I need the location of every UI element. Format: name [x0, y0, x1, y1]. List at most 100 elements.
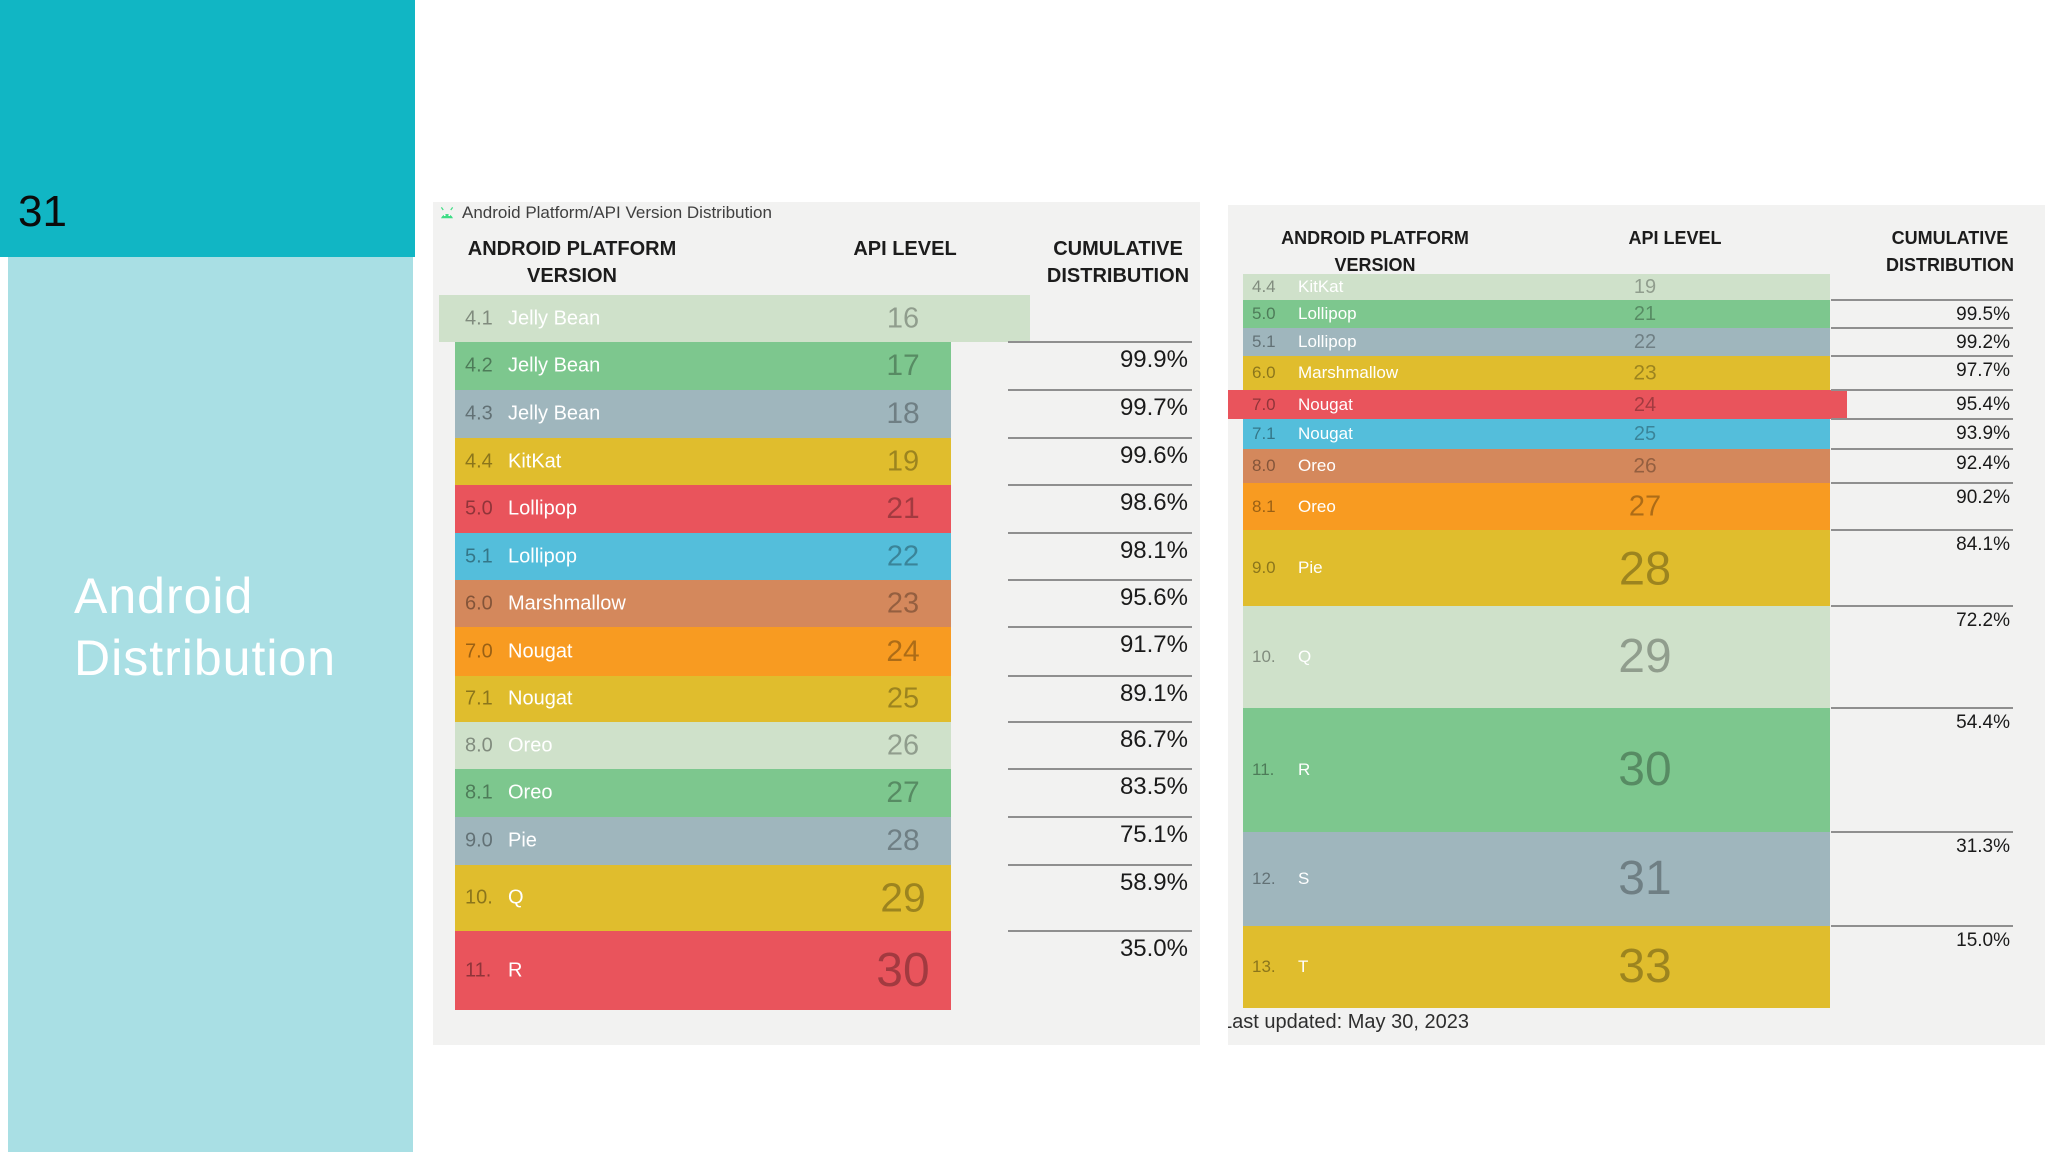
cumulative-divider — [1831, 831, 2013, 833]
right-distribution-table: ANDROID PLATFORM VERSION API LEVEL CUMUL… — [1228, 205, 2045, 1045]
table-row: 5.1 Lollipop 22 — [1243, 328, 1830, 356]
slide-title: Android Distribution — [74, 565, 336, 689]
api-level-value: 27 — [1628, 490, 1662, 522]
cumulative-divider — [1831, 605, 2013, 607]
version-number: 6.0 — [465, 592, 493, 614]
cumulative-divider — [1831, 925, 2013, 927]
version-number: 13. — [1252, 957, 1276, 976]
cumulative-distribution-value: 54.4% — [1956, 712, 2010, 733]
version-number: 9.0 — [1252, 558, 1276, 577]
table-row: 5.0 Lollipop 21 — [455, 485, 951, 533]
cumulative-divider — [1831, 529, 2013, 531]
table-row: 4.4 KitKat 19 — [455, 438, 951, 485]
api-level-value: 30 — [876, 943, 930, 997]
version-number: 5.0 — [1252, 304, 1276, 323]
column-header-api-level: API LEVEL — [853, 238, 957, 260]
cumulative-distribution-value: 95.6% — [1119, 584, 1188, 611]
version-number: 4.2 — [465, 354, 493, 377]
cumulative-divider — [1831, 448, 2013, 450]
api-level-value: 27 — [886, 776, 920, 809]
cumulative-distribution-value: 86.7% — [1119, 726, 1188, 753]
cumulative-divider — [1008, 816, 1192, 818]
cumulative-divider — [1008, 675, 1192, 677]
cumulative-divider — [1831, 327, 2013, 329]
version-number: 6.0 — [1252, 363, 1276, 382]
cumulative-divider — [1008, 532, 1192, 534]
api-level-value: 16 — [886, 302, 920, 334]
table-row: 8.1 Oreo 27 — [455, 769, 951, 817]
cumulative-divider — [1831, 355, 2013, 357]
cumulative-distribution-value: 58.9% — [1119, 869, 1188, 896]
cumulative-distribution-value: 99.6% — [1119, 442, 1188, 469]
version-number: 5.1 — [1252, 332, 1276, 351]
version-number: 4.1 — [465, 307, 493, 329]
api-level-value: 31 — [1618, 852, 1672, 905]
version-number: 10. — [1252, 647, 1276, 666]
version-name: R — [1298, 760, 1311, 779]
version-name: Nougat — [508, 687, 573, 710]
version-name: Q — [508, 886, 524, 909]
table-row: 10. Q 29 — [455, 865, 951, 931]
version-name: Pie — [508, 829, 537, 852]
version-number: 7.0 — [1252, 394, 1276, 414]
version-name: T — [1298, 957, 1309, 976]
version-number: 5.1 — [465, 545, 493, 567]
api-level-value: 26 — [1633, 454, 1657, 478]
api-level-value: 22 — [1633, 331, 1657, 353]
cumulative-distribution-value: 93.9% — [1956, 423, 2010, 444]
cumulative-divider — [1008, 484, 1192, 486]
cumulative-distribution-value: 84.1% — [1956, 534, 2010, 555]
version-number: 9.0 — [465, 829, 493, 852]
version-name: Marshmallow — [1298, 363, 1399, 382]
version-name: Lollipop — [1298, 332, 1357, 351]
api-level-value: 29 — [880, 874, 926, 921]
cumulative-divider — [1008, 930, 1192, 932]
table-row: 9.0 Pie 28 — [455, 817, 951, 865]
version-number: 8.0 — [1252, 456, 1276, 475]
column-header-api-level: API LEVEL — [1628, 228, 1722, 248]
sidebar-accent-block: 31 — [0, 0, 415, 257]
version-number: 4.3 — [465, 402, 493, 425]
version-number: 4.4 — [1252, 277, 1276, 296]
api-level-value: 24 — [886, 634, 920, 668]
table-row: 7.0 Nougat 24 — [455, 627, 951, 676]
cumulative-distribution-value: 99.5% — [1956, 304, 2010, 325]
cumulative-divider — [1008, 437, 1192, 439]
version-name: Lollipop — [508, 545, 577, 567]
left-distribution-table: Android Platform/API Version Distributio… — [433, 202, 1200, 1045]
cumulative-divider — [1008, 579, 1192, 581]
table-row: 11. R 30 — [455, 931, 951, 1010]
version-number: 12. — [1252, 869, 1276, 888]
slide-title-line2: Distribution — [74, 630, 337, 686]
version-name: Q — [1298, 647, 1312, 666]
api-level-value: 29 — [1618, 630, 1672, 683]
version-name: Jelly Bean — [508, 354, 601, 377]
cumulative-distribution-value: 31.3% — [1956, 836, 2010, 857]
table-row: 4.3 Jelly Bean 18 — [455, 390, 951, 438]
version-name: KitKat — [508, 450, 562, 472]
cumulative-distribution-value: 90.2% — [1956, 487, 2010, 508]
api-level-value: 18 — [886, 397, 920, 430]
cumulative-distribution-value: 99.2% — [1956, 332, 2010, 353]
cumulative-distribution-value: 97.7% — [1956, 360, 2010, 381]
slide-title-line1: Android — [74, 568, 254, 624]
cumulative-distribution-value: 15.0% — [1956, 930, 2010, 951]
version-name: Nougat — [1298, 394, 1353, 414]
column-header-cumulative-distribution: CUMULATIVE DISTRIBUTION — [1046, 238, 1190, 287]
version-name: Oreo — [1298, 456, 1336, 475]
version-number: 10. — [465, 886, 493, 909]
cumulative-divider — [1008, 626, 1192, 628]
table-row: 8.0 Oreo 26 — [455, 722, 951, 769]
version-number: 5.0 — [465, 497, 493, 520]
table-row: 4.4 KitKat 19 — [1243, 274, 1830, 300]
api-level-value: 26 — [886, 729, 920, 761]
api-level-value: 21 — [1633, 303, 1657, 325]
sidebar-panel: Android Distribution — [8, 257, 413, 1152]
version-name: Nougat — [508, 640, 573, 662]
api-level-value: 24 — [1633, 393, 1657, 416]
version-number: 11. — [1252, 760, 1275, 779]
cumulative-distribution-value: 98.1% — [1119, 537, 1188, 564]
table-row: 9.0 Pie 28 — [1243, 530, 1830, 606]
table-row: 6.0 Marshmallow 23 — [1243, 356, 1830, 390]
table-row: 8.0 Oreo 26 — [1243, 449, 1830, 483]
